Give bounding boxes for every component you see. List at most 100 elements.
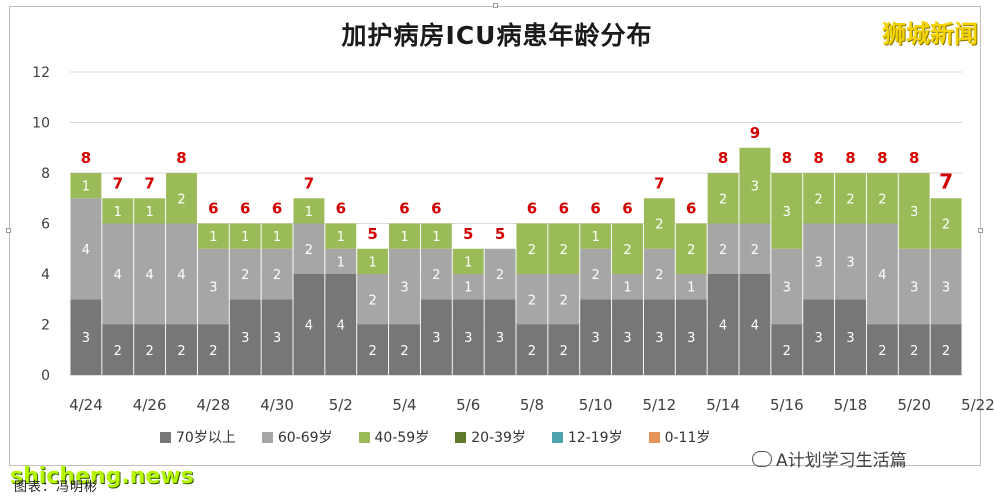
bar-segment	[675, 274, 707, 300]
total-value-label: 6	[240, 200, 250, 218]
bar-segment	[102, 223, 134, 325]
segment-value-label: 3	[910, 281, 918, 296]
total-value-label: 6	[431, 200, 441, 218]
legend-swatch	[551, 431, 563, 443]
bar-segment	[261, 299, 293, 375]
segment-value-label: 3	[846, 255, 854, 270]
bar-segment	[325, 223, 357, 249]
segment-value-label: 1	[464, 255, 472, 270]
bar-segment	[452, 299, 484, 375]
bar-segment	[134, 324, 166, 375]
total-value-label: 7	[654, 174, 664, 192]
segment-value-label: 1	[687, 281, 695, 296]
bar-segment	[898, 324, 930, 375]
segment-value-label: 2	[878, 344, 886, 359]
total-value-label: 6	[559, 200, 569, 218]
x-tick-label: 5/22	[961, 396, 994, 414]
segment-value-label: 2	[815, 192, 823, 207]
segment-value-label: 2	[719, 243, 727, 258]
segment-value-label: 3	[815, 331, 823, 346]
bar-segment	[102, 198, 134, 224]
bar-segment	[548, 274, 580, 325]
wechat-account-name: A计划学习生活篇	[776, 451, 907, 471]
bar-segment	[293, 223, 325, 274]
segment-value-label: 2	[655, 268, 663, 283]
x-tick-label: 5/4	[392, 396, 416, 414]
segment-value-label: 2	[273, 268, 281, 283]
bar-segment	[389, 223, 420, 249]
y-tick-label: 2	[41, 318, 50, 334]
bar-segment	[197, 324, 229, 375]
bar-segment	[930, 198, 962, 249]
legend-item: 60-69岁	[261, 427, 333, 447]
bar-segment	[420, 299, 452, 375]
bar-segment	[580, 299, 612, 375]
bar-segment	[102, 324, 134, 375]
total-value-label: 8	[718, 149, 728, 167]
total-value-label: 5	[367, 225, 377, 243]
bar-segment	[675, 299, 707, 375]
total-value-label: 6	[686, 200, 696, 218]
segment-value-label: 2	[623, 243, 631, 258]
segment-value-label: 2	[560, 344, 568, 359]
bar-segment	[197, 223, 229, 249]
bar-segment	[261, 223, 293, 249]
total-value-label: 7	[939, 169, 953, 193]
bar-segment	[420, 223, 452, 249]
brand-logo: 狮城新闻	[882, 20, 978, 48]
segment-value-label: 2	[209, 344, 217, 359]
segment-value-label: 2	[751, 243, 759, 258]
total-value-label: 7	[113, 174, 123, 192]
bar-segment	[452, 274, 484, 300]
bar-segment	[134, 223, 166, 325]
x-tick-label: 4/26	[133, 396, 167, 414]
segment-value-label: 1	[146, 205, 154, 220]
segment-value-label: 3	[82, 331, 90, 346]
x-tick-label: 4/24	[69, 396, 103, 414]
segment-value-label: 2	[560, 243, 568, 258]
bar-segment	[229, 223, 261, 249]
segment-value-label: 2	[783, 344, 791, 359]
site-watermark: shicheng.news	[10, 464, 194, 489]
total-value-label: 8	[813, 149, 823, 167]
bar-segment	[580, 248, 612, 300]
total-value-label: 6	[336, 200, 346, 218]
resize-handle-right[interactable]	[978, 228, 983, 233]
segment-value-label: 2	[528, 293, 536, 308]
y-tick-label: 10	[32, 116, 50, 132]
chart-title: 加护病房ICU病患年龄分布	[341, 21, 653, 50]
x-tick-label: 5/16	[770, 396, 804, 414]
segment-value-label: 2	[846, 192, 854, 207]
bar-segment	[835, 223, 866, 300]
segment-value-label: 3	[783, 281, 791, 296]
bar-segment	[803, 223, 835, 300]
segment-value-label: 1	[241, 230, 249, 245]
total-value-label: 8	[909, 149, 919, 167]
x-tick-label: 5/8	[520, 396, 544, 414]
bar-segment	[420, 248, 452, 300]
legend-swatch	[358, 431, 370, 443]
segment-value-label: 2	[910, 344, 918, 359]
bar-segment	[707, 274, 739, 375]
segment-value-label: 2	[528, 243, 536, 258]
segment-value-label: 3	[592, 331, 600, 346]
bar-segment	[612, 274, 643, 300]
segment-value-label: 2	[687, 243, 695, 258]
segment-value-label: 2	[114, 344, 122, 359]
total-value-label: 6	[590, 200, 600, 218]
total-value-label: 7	[144, 174, 154, 192]
resize-handle-left[interactable]	[6, 228, 11, 233]
segment-value-label: 3	[432, 331, 440, 346]
bar-segment	[739, 147, 771, 224]
legend-item: 20-39岁	[455, 427, 526, 447]
segment-value-label: 3	[496, 331, 504, 346]
legend-label: 70岁以上	[176, 430, 236, 446]
bar-segment	[229, 299, 261, 375]
legend-swatch	[261, 431, 273, 443]
segment-value-label: 3	[687, 331, 695, 346]
bar-segment	[739, 274, 771, 375]
bar-segment	[612, 299, 643, 375]
segment-value-label: 2	[305, 243, 313, 258]
resize-handle-top[interactable]	[493, 3, 498, 8]
segment-value-label: 2	[560, 293, 568, 308]
